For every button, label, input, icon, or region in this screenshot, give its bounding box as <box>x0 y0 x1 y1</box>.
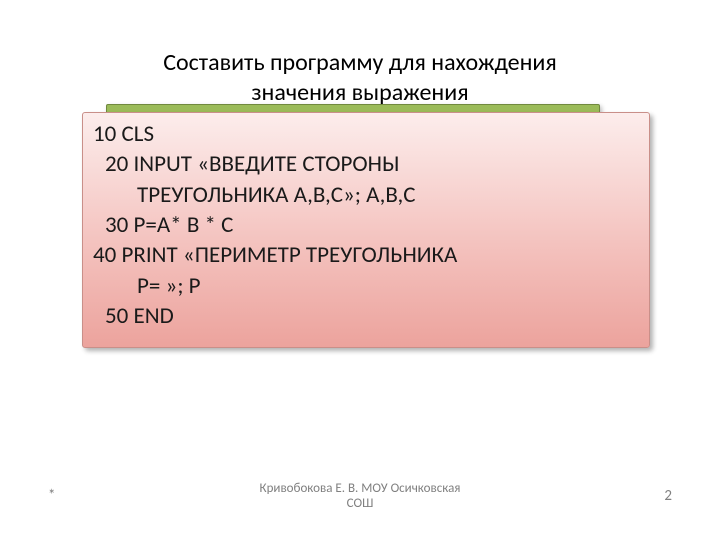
code-line-4: 30 P=A* B * C <box>93 210 639 240</box>
code-line-7: 50 END <box>93 301 639 331</box>
footer: * Кривобокова Е. В. МОУ Осичковская СОШ … <box>0 481 720 512</box>
slide-title: Составить программу для нахождения значе… <box>0 48 720 108</box>
code-block: 10 CLS 20 INPUT «ВВЕДИТЕ СТОРОНЫ ТРЕУГОЛ… <box>82 112 650 348</box>
footer-author-l1: Кривобокова Е. В. МОУ Осичковская <box>0 481 720 497</box>
code-line-6: P= »; P <box>93 271 639 301</box>
footer-date: * <box>48 487 55 505</box>
footer-page: 2 <box>664 487 672 505</box>
code-line-5: 40 PRINT «ПЕРИМЕТР ТРЕУГОЛЬНИКА <box>93 240 639 270</box>
code-line-3: ТРЕУГОЛЬНИКА А,B,C»; A,B,C <box>93 180 639 210</box>
title-line1: Составить программу для нахождения <box>0 48 720 78</box>
footer-author-l2: СОШ <box>0 496 720 512</box>
footer-author: Кривобокова Е. В. МОУ Осичковская СОШ <box>0 481 720 512</box>
code-line-2: 20 INPUT «ВВЕДИТЕ СТОРОНЫ <box>93 149 639 179</box>
code-line-1: 10 CLS <box>93 119 639 149</box>
